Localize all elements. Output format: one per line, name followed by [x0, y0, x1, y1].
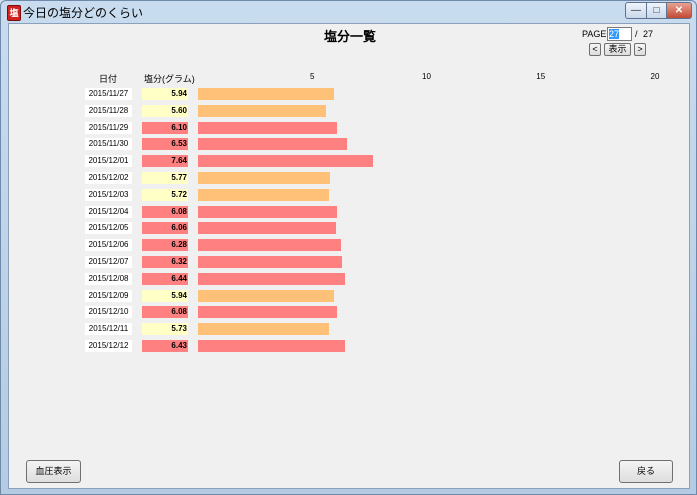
- table-row: 2015/12/11 5.73: [9, 323, 691, 335]
- table-row: 2015/12/10 6.08: [9, 306, 691, 318]
- salt-bar: [198, 239, 341, 251]
- back-button[interactable]: 戻る: [619, 460, 673, 483]
- date-cell: 2015/12/04: [85, 206, 132, 218]
- salt-value-cell: 6.08: [142, 306, 188, 318]
- date-cell: 2015/12/06: [85, 239, 132, 251]
- salt-bar: [198, 122, 337, 134]
- salt-bar: [198, 189, 329, 201]
- salt-bar: [198, 273, 345, 285]
- table-row: 2015/11/27 5.94: [9, 88, 691, 100]
- x-tick-label: 15: [536, 72, 546, 81]
- salt-bar: [198, 155, 373, 167]
- x-tick-label: 5: [310, 72, 315, 81]
- table-row: 2015/11/29 6.10: [9, 122, 691, 134]
- x-tick-label: 20: [650, 72, 660, 81]
- table-row: 2015/12/03 5.72: [9, 189, 691, 201]
- date-cell: 2015/12/05: [85, 222, 132, 234]
- salt-bar: [198, 323, 329, 335]
- next-page-button[interactable]: >: [634, 43, 646, 56]
- salt-value-cell: 5.60: [142, 105, 188, 117]
- salt-value-cell: 6.43: [142, 340, 188, 352]
- salt-value-cell: 6.32: [142, 256, 188, 268]
- blood-pressure-button[interactable]: 血圧表示: [26, 460, 81, 483]
- salt-bar: [198, 138, 347, 150]
- salt-bar: [198, 105, 326, 117]
- salt-value-cell: 5.73: [142, 323, 188, 335]
- table-row: 2015/11/30 6.53: [9, 138, 691, 150]
- salt-bar: [198, 222, 336, 234]
- table-row: 2015/11/28 5.60: [9, 105, 691, 117]
- salt-bar: [198, 290, 334, 302]
- salt-value-cell: 6.44: [142, 273, 188, 285]
- prev-page-button[interactable]: <: [589, 43, 601, 56]
- salt-value-cell: 5.77: [142, 172, 188, 184]
- salt-value-cell: 5.72: [142, 189, 188, 201]
- salt-value-cell: 5.94: [142, 290, 188, 302]
- table-row: 2015/12/06 6.28: [9, 239, 691, 251]
- page-number-input[interactable]: 27: [607, 27, 632, 41]
- date-cell: 2015/12/07: [85, 256, 132, 268]
- x-tick-label: 10: [422, 72, 431, 81]
- date-cell: 2015/11/27: [85, 88, 132, 100]
- salt-value-cell: 6.53: [142, 138, 188, 150]
- table-row: 2015/12/02 5.77: [9, 172, 691, 184]
- window-title: 今日の塩分どのくらい: [23, 6, 144, 20]
- salt-bar: [198, 206, 337, 218]
- date-cell: 2015/12/08: [85, 273, 132, 285]
- date-cell: 2015/12/09: [85, 290, 132, 302]
- date-cell: 2015/12/03: [85, 189, 132, 201]
- page-separator: /: [635, 29, 638, 39]
- table-row: 2015/12/01 7.64: [9, 155, 691, 167]
- salt-bar: [198, 340, 345, 352]
- salt-bar: [198, 306, 337, 318]
- table-row: 2015/12/08 6.44: [9, 273, 691, 285]
- table-row: 2015/12/05 6.06: [9, 222, 691, 234]
- salt-value-cell: 6.08: [142, 206, 188, 218]
- date-cell: 2015/12/11: [85, 323, 132, 335]
- date-cell: 2015/11/29: [85, 122, 132, 134]
- salt-value-cell: 5.94: [142, 88, 188, 100]
- salt-value-cell: 6.06: [142, 222, 188, 234]
- page-title: 塩分一覧: [323, 29, 376, 44]
- salt-bar: [198, 172, 330, 184]
- date-cell: 2015/11/28: [85, 105, 132, 117]
- date-column-header: 日付: [99, 74, 118, 84]
- salt-value-cell: 6.28: [142, 239, 188, 251]
- close-button[interactable]: ✕: [666, 2, 692, 19]
- show-page-button[interactable]: 表示: [604, 43, 631, 56]
- app-icon: 塩: [7, 5, 21, 21]
- minimize-button[interactable]: —: [625, 2, 647, 19]
- salt-value-cell: 6.10: [142, 122, 188, 134]
- salt-bar: [198, 88, 334, 100]
- maximize-button[interactable]: □: [646, 2, 667, 19]
- client-area: 塩分一覧 PAGE 27 / 27 < 表示 > 日付 塩分(グラム) 5 10 1…: [8, 23, 690, 489]
- date-cell: 2015/12/02: [85, 172, 132, 184]
- page-label: PAGE: [582, 29, 607, 39]
- date-cell: 2015/11/30: [85, 138, 132, 150]
- table-row: 2015/12/09 5.94: [9, 290, 691, 302]
- salt-column-header: 塩分(グラム): [144, 74, 195, 84]
- salt-bar: [198, 256, 342, 268]
- date-cell: 2015/12/01: [85, 155, 132, 167]
- salt-value-cell: 7.64: [142, 155, 188, 167]
- page-total: 27: [643, 29, 654, 39]
- table-row: 2015/12/07 6.32: [9, 256, 691, 268]
- date-cell: 2015/12/10: [85, 306, 132, 318]
- date-cell: 2015/12/12: [85, 340, 132, 352]
- page-number-value: 27: [609, 29, 620, 39]
- table-row: 2015/12/12 6.43: [9, 340, 691, 352]
- table-row: 2015/12/04 6.08: [9, 206, 691, 218]
- title-bar[interactable]: 塩 今日の塩分どのくらい — □ ✕: [1, 1, 696, 23]
